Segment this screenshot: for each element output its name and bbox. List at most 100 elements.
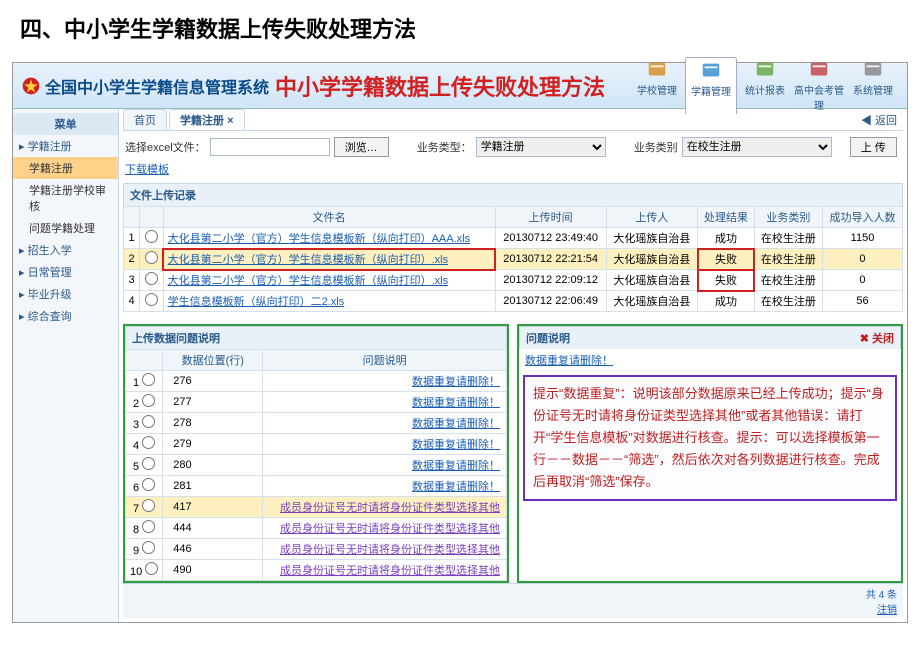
back-link[interactable]: ◀ 返回 <box>861 112 903 128</box>
tab-register-label: 学籍注册 <box>180 115 224 127</box>
file-link[interactable]: 大化县第二小学（官方）学生信息模板新（纵向打印）AAA.xls <box>168 233 471 245</box>
prob-msg-link[interactable]: 数据重复请删除！ <box>412 397 500 409</box>
file-col: 成功导入人数 <box>822 207 902 228</box>
prob-msg-link[interactable]: 数据重复请删除！ <box>412 481 500 493</box>
file-row[interactable]: 3大化县第二小学（官方）学生信息模板新（纵向打印）.xls20130712 22… <box>124 270 903 291</box>
app-window: 全国中小学生学籍信息管理系统 中小学学籍数据上传失败处理方法 学校管理学籍管理统… <box>12 62 908 623</box>
biz-cat-select[interactable]: 在校生注册 <box>682 137 832 157</box>
prob-row[interactable]: 9 446成员身份证号无时请将身份证件类型选择其他 <box>126 539 507 560</box>
explanation-sub-link[interactable]: 数据重复请删除！ <box>525 355 613 367</box>
file-label: 选择excel文件： <box>125 139 206 155</box>
prob-radio[interactable] <box>142 415 155 428</box>
prob-radio[interactable] <box>142 541 155 554</box>
file-link[interactable]: 学生信息模板新（纵向打印）二2.xls <box>168 296 345 308</box>
explanation-sub: 数据重复请删除！ <box>519 349 901 371</box>
prob-radio[interactable] <box>142 478 155 491</box>
prob-msg-link[interactable]: 数据重复请删除！ <box>412 376 500 388</box>
explanation-header: 问题说明 ✖ 关闭 <box>519 326 901 349</box>
nav-学校管理[interactable]: 学校管理 <box>631 57 683 114</box>
prob-col <box>126 350 163 371</box>
prob-radio[interactable] <box>142 520 155 533</box>
row-radio[interactable] <box>145 293 158 306</box>
prob-msg-link[interactable]: 成员身份证号无时请将身份证件类型选择其他 <box>280 565 500 577</box>
nav-学籍管理[interactable]: 学籍管理 <box>685 57 737 114</box>
file-col: 业务类别 <box>754 207 822 228</box>
prob-row[interactable]: 5 280数据重复请删除！ <box>126 455 507 476</box>
tab-home[interactable]: 首页 <box>123 109 167 130</box>
main-panel: 首页 学籍注册 × ◀ 返回 选择excel文件： 浏览… 业务类型： 学籍注册… <box>119 109 907 622</box>
nav-系统管理[interactable]: 系统管理 <box>847 57 899 114</box>
download-template-link[interactable]: 下载模板 <box>125 161 169 177</box>
status-footer: 共 4 条 注销 <box>123 583 903 618</box>
close-panel-icon[interactable]: ✖ 关闭 <box>860 330 894 346</box>
tab-register[interactable]: 学籍注册 × <box>169 109 245 130</box>
nav-高中会考管理[interactable]: 高中会考管理 <box>793 57 845 114</box>
prob-msg-link[interactable]: 数据重复请删除！ <box>412 439 500 451</box>
prob-msg-link[interactable]: 数据重复请删除！ <box>412 418 500 430</box>
prob-radio[interactable] <box>142 436 155 449</box>
sidebar-学籍注册学校审核[interactable]: 学籍注册学校审核 <box>13 179 118 217</box>
prob-radio[interactable] <box>142 457 155 470</box>
system-name: 全国中小学生学籍信息管理系统 <box>45 74 269 98</box>
prob-col: 数据位置(行) <box>163 350 263 371</box>
file-link[interactable]: 大化县第二小学（官方）学生信息模板新（纵向打印）.xls <box>168 275 449 287</box>
total-count: 共 4 条 <box>866 590 897 601</box>
file-col: 上传时间 <box>495 207 606 228</box>
prob-msg-link[interactable]: 成员身份证号无时请将身份证件类型选择其他 <box>280 544 500 556</box>
sidebar-学籍注册[interactable]: 学籍注册 <box>13 157 118 179</box>
biz-type-label: 业务类型： <box>417 139 472 155</box>
file-col: 上传人 <box>606 207 698 228</box>
prob-row[interactable]: 3 278数据重复请删除！ <box>126 413 507 434</box>
prob-msg-link[interactable]: 数据重复请删除！ <box>412 460 500 472</box>
sidebar-毕业升级[interactable]: ▸ 毕业升级 <box>13 283 118 305</box>
prob-radio[interactable] <box>142 499 155 512</box>
upload-button[interactable]: 上 传 <box>850 137 897 157</box>
file-row[interactable]: 2大化县第二小学（官方）学生信息模板新（纵向打印）.xls20130712 22… <box>124 249 903 270</box>
browse-button[interactable]: 浏览… <box>334 137 389 157</box>
prob-row[interactable]: 1 276数据重复请删除！ <box>126 371 507 392</box>
prob-row[interactable]: 7 417成员身份证号无时请将身份证件类型选择其他 <box>126 497 507 518</box>
prob-col: 问题说明 <box>263 350 507 371</box>
close-icon[interactable]: × <box>227 115 233 127</box>
file-path-input[interactable] <box>210 138 330 156</box>
prob-radio[interactable] <box>142 373 155 386</box>
row-radio[interactable] <box>145 230 158 243</box>
sidebar-日常管理[interactable]: ▸ 日常管理 <box>13 261 118 283</box>
prob-row[interactable]: 6 281数据重复请删除！ <box>126 476 507 497</box>
nav-统计报表[interactable]: 统计报表 <box>739 57 791 114</box>
row-radio[interactable] <box>145 272 158 285</box>
prob-row[interactable]: 8 444成员身份证号无时请将身份证件类型选择其他 <box>126 518 507 539</box>
prob-row[interactable]: 2 277数据重复请删除！ <box>126 392 507 413</box>
prob-row[interactable]: 10 490成员身份证号无时请将身份证件类型选择其他 <box>126 560 507 581</box>
file-records-header: 文件上传记录 <box>123 183 903 206</box>
prob-msg-link[interactable]: 成员身份证号无时请将身份证件类型选择其他 <box>280 523 500 535</box>
sidebar: 菜单▸ 学籍注册学籍注册学籍注册学校审核问题学籍处理▸ 招生入学▸ 日常管理▸ … <box>13 109 119 622</box>
sidebar-综合查询[interactable]: ▸ 综合查询 <box>13 305 118 327</box>
file-col <box>140 207 163 228</box>
sidebar-问题学籍处理[interactable]: 问题学籍处理 <box>13 217 118 239</box>
top-nav: 学校管理学籍管理统计报表高中会考管理系统管理 <box>631 57 899 114</box>
file-row[interactable]: 1大化县第二小学（官方）学生信息模板新（纵向打印）AAA.xls20130712… <box>124 228 903 249</box>
file-col <box>124 207 140 228</box>
prob-radio[interactable] <box>145 562 158 575</box>
problems-header: 上传数据问题说明 <box>125 326 507 349</box>
sidebar-学籍注册[interactable]: ▸ 学籍注册 <box>13 135 118 157</box>
prob-msg-link[interactable]: 成员身份证号无时请将身份证件类型选择其他 <box>280 502 500 514</box>
prob-row[interactable]: 4 279数据重复请删除！ <box>126 434 507 455</box>
file-row[interactable]: 4学生信息模板新（纵向打印）二2.xls20130712 22:06:49大化瑶… <box>124 291 903 312</box>
lower-row: 上传数据问题说明 数据位置(行)问题说明1 276数据重复请删除！2 277数据… <box>123 318 903 583</box>
sub-title: 中小学学籍数据上传失败处理方法 <box>275 70 605 102</box>
file-link[interactable]: 大化县第二小学（官方）学生信息模板新（纵向打印）.xls <box>168 254 449 266</box>
file-records-table: 文件名上传时间上传人处理结果业务类别成功导入人数1大化县第二小学（官方）学生信息… <box>123 206 903 312</box>
prob-radio[interactable] <box>142 394 155 407</box>
file-col: 文件名 <box>163 207 495 228</box>
row-radio[interactable] <box>145 251 158 264</box>
biz-type-select[interactable]: 学籍注册 <box>476 137 606 157</box>
logout-link[interactable]: 注销 <box>877 605 897 616</box>
page-heading: 四、中小学生学籍数据上传失败处理方法 <box>0 0 920 62</box>
sidebar-菜单[interactable]: 菜单 <box>13 113 118 135</box>
problems-panel: 上传数据问题说明 数据位置(行)问题说明1 276数据重复请删除！2 277数据… <box>123 324 509 583</box>
annotation-box: 提示“数据重复”：说明该部分数据原来已经上传成功；提示“身份证号无时请将身份证类… <box>523 375 897 501</box>
explanation-panel: 问题说明 ✖ 关闭 数据重复请删除！ 提示“数据重复”：说明该部分数据原来已经上… <box>517 324 903 583</box>
sidebar-招生入学[interactable]: ▸ 招生入学 <box>13 239 118 261</box>
